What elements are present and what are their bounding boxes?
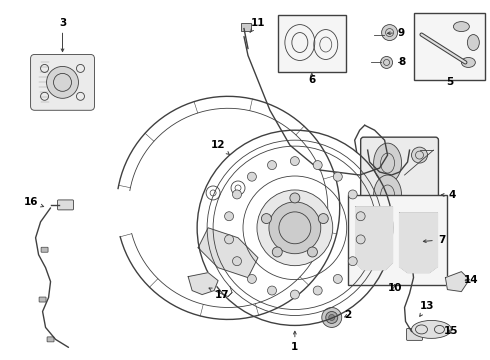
- Polygon shape: [198, 228, 258, 278]
- Bar: [348, 195, 447, 285]
- Circle shape: [247, 274, 256, 283]
- Circle shape: [382, 24, 397, 41]
- FancyBboxPatch shape: [361, 137, 439, 253]
- Polygon shape: [445, 272, 469, 292]
- Circle shape: [268, 161, 276, 170]
- Circle shape: [329, 315, 335, 320]
- Bar: [414, 13, 485, 80]
- Text: 2: 2: [344, 310, 351, 320]
- Circle shape: [333, 274, 343, 283]
- Circle shape: [247, 172, 256, 181]
- Ellipse shape: [453, 22, 469, 32]
- Circle shape: [233, 257, 242, 266]
- Circle shape: [313, 286, 322, 295]
- FancyBboxPatch shape: [47, 337, 54, 342]
- Text: 14: 14: [464, 275, 479, 285]
- Text: 15: 15: [444, 327, 459, 336]
- Circle shape: [307, 247, 318, 257]
- Circle shape: [291, 290, 299, 299]
- Text: 3: 3: [59, 18, 66, 51]
- Ellipse shape: [462, 58, 475, 67]
- Ellipse shape: [374, 175, 401, 215]
- Polygon shape: [356, 207, 392, 270]
- Circle shape: [290, 193, 300, 203]
- Bar: [241, 23, 251, 31]
- Text: 17: 17: [209, 288, 229, 300]
- Text: 8: 8: [398, 58, 405, 67]
- Polygon shape: [399, 213, 438, 273]
- Bar: [278, 15, 346, 72]
- Circle shape: [333, 172, 343, 181]
- FancyBboxPatch shape: [39, 297, 46, 302]
- Circle shape: [318, 213, 328, 224]
- Circle shape: [313, 161, 322, 170]
- Text: 12: 12: [211, 140, 230, 155]
- Circle shape: [272, 247, 282, 257]
- Circle shape: [233, 190, 242, 199]
- Polygon shape: [358, 217, 391, 260]
- Circle shape: [269, 202, 321, 254]
- Circle shape: [322, 307, 342, 328]
- Circle shape: [224, 235, 234, 244]
- Text: 6: 6: [308, 73, 316, 85]
- Circle shape: [412, 147, 427, 163]
- Text: 4: 4: [441, 190, 456, 200]
- Text: 16: 16: [24, 197, 44, 207]
- Circle shape: [224, 212, 234, 221]
- Text: 10: 10: [387, 283, 402, 293]
- Circle shape: [257, 190, 333, 266]
- Text: 1: 1: [291, 331, 298, 352]
- FancyBboxPatch shape: [41, 247, 48, 252]
- Polygon shape: [401, 223, 436, 265]
- Circle shape: [381, 57, 392, 68]
- Text: 13: 13: [420, 301, 435, 316]
- Ellipse shape: [412, 320, 451, 338]
- Ellipse shape: [374, 207, 401, 247]
- Text: 11: 11: [250, 18, 265, 32]
- Ellipse shape: [467, 35, 479, 50]
- Circle shape: [268, 286, 276, 295]
- FancyBboxPatch shape: [30, 54, 95, 110]
- Circle shape: [291, 157, 299, 166]
- Circle shape: [47, 67, 78, 98]
- Polygon shape: [188, 273, 218, 294]
- Ellipse shape: [374, 143, 401, 183]
- Circle shape: [262, 213, 271, 224]
- Circle shape: [356, 235, 365, 244]
- FancyBboxPatch shape: [407, 328, 422, 340]
- Text: 5: 5: [446, 77, 453, 87]
- Circle shape: [412, 227, 427, 243]
- Text: 7: 7: [423, 235, 445, 245]
- Circle shape: [356, 212, 365, 221]
- Text: 9: 9: [388, 28, 405, 37]
- Circle shape: [348, 257, 357, 266]
- Circle shape: [326, 311, 338, 323]
- Circle shape: [348, 190, 357, 199]
- FancyBboxPatch shape: [57, 200, 74, 210]
